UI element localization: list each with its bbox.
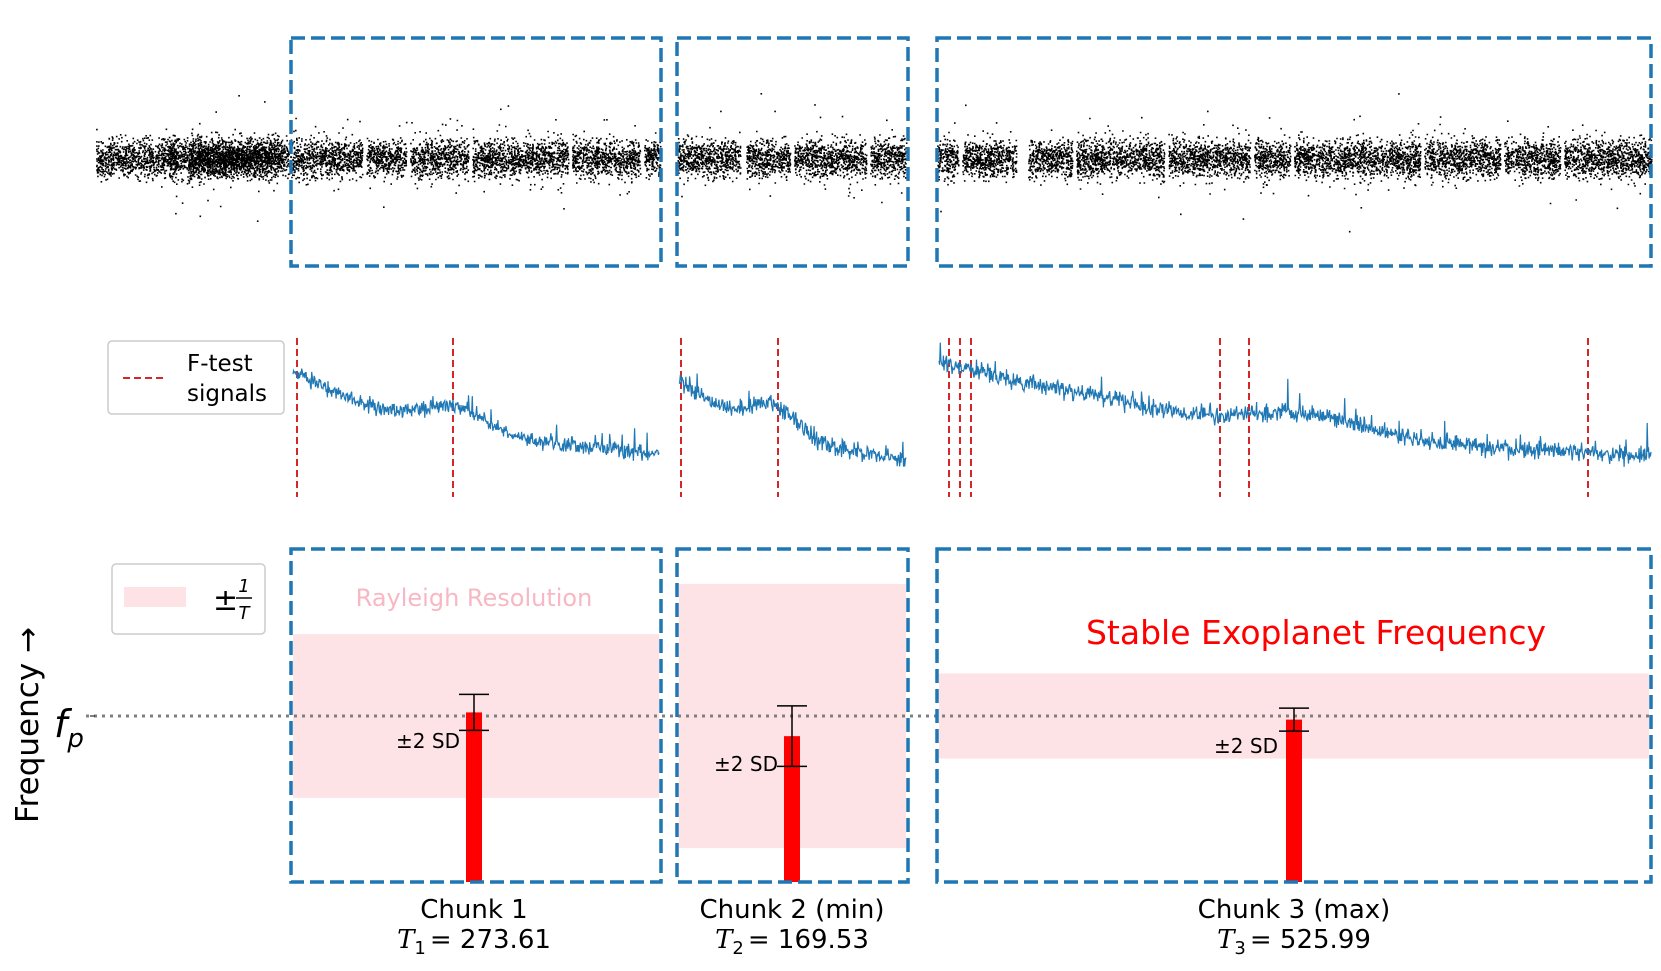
chunk-3-box-top <box>935 36 1653 268</box>
legend-rayleigh-pm: ± <box>213 583 238 618</box>
sd-label-chunk-2: ±2 SD <box>714 752 778 776</box>
fp-label: fp <box>54 702 84 754</box>
error-bar-chunk-2 <box>777 705 807 768</box>
chunk-2-box-bottom <box>675 547 910 884</box>
chunk-2-T: T2 = 169.53 <box>715 925 869 959</box>
sd-label-chunk-1: ±2 SD <box>396 729 460 753</box>
periodogram-chunk-3 <box>938 342 1652 467</box>
legend-rayleigh-swatch <box>124 587 186 607</box>
frequency-bar-chunk-3 <box>1286 719 1302 882</box>
chunk-3-name: Chunk 3 (max) <box>1198 895 1391 925</box>
rayleigh-resolution-label: Rayleigh Resolution <box>356 584 593 612</box>
error-bar-chunk-1 <box>459 693 489 732</box>
light-curve-dots <box>96 93 1653 233</box>
stable-frequency-title: Stable Exoplanet Frequency <box>1086 613 1546 652</box>
legend-ftest: F-test signals <box>107 340 285 415</box>
sd-label-chunk-3: ±2 SD <box>1214 734 1278 758</box>
periodogram-chunk-2 <box>678 373 907 467</box>
chunk-3-T: T3 = 525.99 <box>1217 925 1371 959</box>
light-curve-panel <box>96 36 1653 268</box>
chunk-1-name: Chunk 1 <box>420 895 527 925</box>
frequency-axis-label: Frequency → <box>10 627 46 823</box>
chunk-1-T: T1 = 273.61 <box>397 925 551 959</box>
chunk-1-box-top <box>289 36 663 268</box>
legend-ftest-label-2: signals <box>187 381 267 407</box>
chunk-1-box-bottom <box>289 547 663 884</box>
light-curve-points <box>96 93 1653 233</box>
chunk-labels: Chunk 1 T1 = 273.61 Chunk 2 (min) T2 = 169… <box>397 895 1390 959</box>
frequency-bar-chunk-2 <box>784 736 800 882</box>
chunk-3-box-bottom <box>935 547 1653 884</box>
frequency-bar-chunk-1 <box>466 712 482 882</box>
frequency-bars: ±2 SD ±2 SD ±2 SD <box>396 693 1309 882</box>
chunk-2-box-top <box>675 36 910 268</box>
legend-rayleigh-num: 1 <box>238 576 249 597</box>
legend-ftest-label-1: F-test <box>187 351 253 377</box>
chunk-2-name: Chunk 2 (min) <box>699 895 884 925</box>
legend-rayleigh-den: T <box>239 603 252 624</box>
frequency-panel: ±2 SD ±2 SD ±2 SD Rayleigh Resolution Stab… <box>10 547 1653 884</box>
periodogram-panel: F-test signals <box>107 338 1652 497</box>
legend-rayleigh: ± 1 T <box>111 563 266 635</box>
error-bar-chunk-3 <box>1279 707 1309 732</box>
periodogram-chunk-1 <box>292 368 660 461</box>
